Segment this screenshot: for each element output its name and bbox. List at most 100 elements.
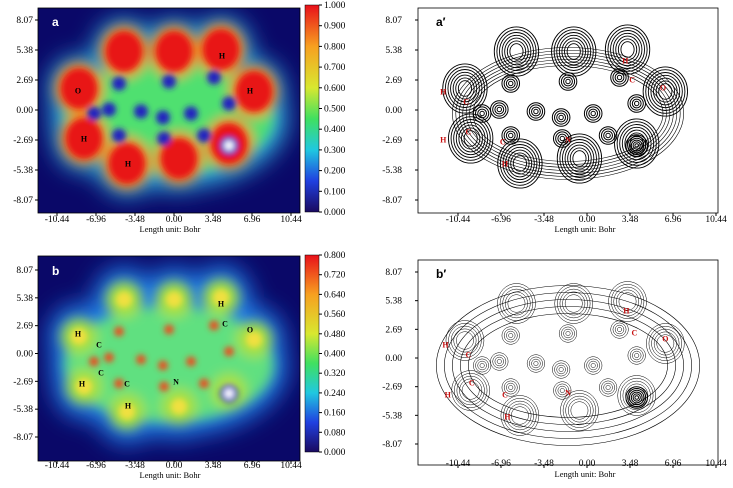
contour (560, 74, 576, 89)
contour (503, 128, 518, 143)
atom-label: O (662, 335, 668, 344)
contour (450, 116, 491, 161)
contour (505, 78, 516, 89)
atom-label: C (500, 138, 506, 147)
contour (632, 141, 641, 150)
hole (224, 346, 234, 357)
y-tick-label: -5.38 (382, 411, 402, 421)
contour (479, 110, 485, 117)
contour (568, 398, 591, 423)
contour (569, 147, 590, 170)
y-tick-label: -2.69 (382, 136, 402, 146)
contour (558, 324, 578, 343)
contour (632, 393, 641, 402)
atom-label: C (98, 369, 104, 378)
panel-label: a (52, 15, 59, 29)
contour (450, 71, 480, 106)
lobe-core (116, 291, 132, 308)
colorbar-label: 0.800 (324, 42, 346, 52)
contour (560, 390, 599, 431)
contour (436, 285, 700, 446)
x-tick-label: -6.96 (491, 215, 511, 225)
x-tick-label: -3.48 (534, 459, 554, 469)
contour (616, 74, 623, 81)
contour (618, 292, 637, 311)
contour (554, 362, 568, 377)
contour (556, 112, 567, 123)
x-tick-label: 0.00 (166, 215, 183, 225)
contour (615, 35, 640, 64)
contour (505, 130, 516, 141)
contour (562, 291, 586, 316)
contour (444, 292, 692, 439)
panel-label: b (52, 264, 59, 278)
contour (614, 118, 660, 169)
contour (444, 66, 485, 111)
contour (458, 53, 678, 174)
contour (494, 104, 505, 115)
contour (501, 378, 520, 397)
colorbar (304, 4, 320, 213)
contour (473, 356, 492, 375)
contour (506, 330, 516, 341)
y-tick-label: 2.69 (385, 76, 402, 86)
contour (457, 80, 472, 97)
contour (583, 104, 603, 123)
y-tick-label: -8.07 (382, 196, 402, 206)
contour (629, 389, 645, 406)
hole (158, 360, 168, 371)
hole (134, 104, 148, 119)
colorbar-label: 0.500 (324, 105, 346, 115)
contour (459, 378, 483, 403)
colorbar-label: 0.720 (324, 271, 346, 281)
hole (162, 74, 176, 89)
contour (625, 386, 649, 409)
colorbar-label: 0.640 (324, 290, 346, 300)
contour (475, 358, 489, 373)
atom-label: C (222, 320, 228, 329)
contour (613, 286, 642, 317)
x-tick-label: 3.48 (205, 215, 222, 225)
contour (454, 373, 488, 408)
x-tick-label: 10.44 (705, 215, 727, 225)
contour (511, 406, 529, 425)
contour (496, 106, 502, 113)
contour (565, 78, 571, 85)
contour (505, 291, 528, 316)
y-tick-label: 2.69 (385, 325, 402, 335)
contour (624, 129, 649, 158)
hole (112, 128, 126, 143)
lobe-core (109, 143, 145, 184)
atom-label: C (502, 391, 508, 400)
y-tick-label: 5.38 (16, 294, 33, 304)
contour (512, 155, 527, 172)
contour (497, 138, 543, 189)
contour (510, 152, 530, 175)
lobe-core (213, 289, 229, 306)
contour (614, 72, 625, 83)
contour (555, 131, 570, 146)
contour (617, 375, 656, 416)
x-tick-label: 0.00 (579, 215, 596, 225)
axis-label: Length unit: Bohr (555, 224, 616, 234)
lobe-core (66, 118, 102, 159)
contour (531, 106, 541, 117)
contour (533, 361, 539, 366)
lobe-core (161, 138, 197, 179)
y-tick-label: 0.00 (16, 106, 33, 116)
y-tick-label: 2.69 (16, 322, 33, 332)
contour (656, 334, 675, 353)
contour (603, 130, 613, 141)
contour (506, 382, 516, 393)
contour (460, 306, 676, 425)
contour (601, 380, 615, 395)
core (61, 29, 272, 184)
colorbar-label: 0.900 (324, 22, 346, 32)
contour (630, 391, 643, 404)
x-tick-label: -3.48 (534, 215, 554, 225)
colorbar-label: 0.300 (324, 146, 346, 156)
contour (608, 281, 647, 322)
contour (552, 129, 572, 148)
y-tick-label: 8.07 (385, 16, 402, 26)
contour (616, 289, 639, 314)
